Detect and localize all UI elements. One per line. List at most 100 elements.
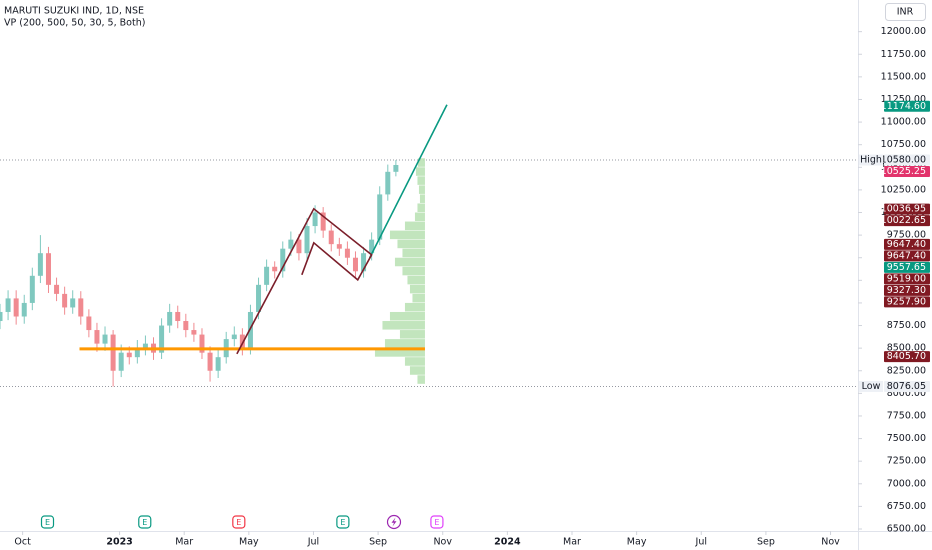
volume-profile-bar [404, 302, 425, 312]
price-label-box [884, 273, 930, 285]
event-label: E [434, 518, 439, 527]
volume-profile-bar [374, 348, 425, 357]
y-tick-label: 6750.00 [887, 501, 926, 512]
price-label-box [884, 215, 930, 227]
indicator-label: VP (200, 500, 50, 30, 5, Both) [4, 18, 145, 29]
volume-profile-bar [418, 185, 425, 194]
volume-profile-bar [407, 275, 425, 285]
candle-body [207, 352, 213, 371]
candle-body [304, 226, 310, 254]
candle-body [159, 325, 165, 353]
candle-body [191, 330, 197, 335]
candle-body [78, 298, 84, 317]
y-tick-label: 11250.00 [881, 94, 926, 105]
candle-body [45, 253, 51, 285]
candle-body [377, 194, 383, 240]
candle-body [29, 275, 35, 303]
candle-body [94, 330, 100, 344]
y-tick-label: 11500.00 [881, 71, 926, 82]
y-tick-label: 11000.00 [881, 117, 926, 128]
x-tick-label: Sep [757, 537, 775, 548]
price-label: 9327.30 [887, 285, 926, 296]
trend-drawing [236, 207, 373, 355]
event-badge [138, 515, 152, 529]
x-tick-label: Mar [563, 537, 581, 548]
volume-profile-bar [419, 194, 425, 203]
candle-body [231, 334, 237, 340]
event-badge [430, 515, 444, 529]
volume-profile-bar [389, 311, 425, 321]
trend-drawing [368, 104, 448, 259]
x-tick-label: Sep [369, 537, 387, 548]
volume-profile-bar [414, 212, 425, 222]
candle-body [118, 352, 124, 371]
candle-body [385, 171, 391, 195]
volume-profile-bar [402, 248, 425, 258]
volume-profile-bar [404, 357, 425, 366]
x-tick-label: 2023 [106, 537, 132, 548]
y-tick-label: 9750.00 [887, 230, 926, 241]
price-label-box [884, 203, 930, 215]
y-tick-label: 8750.00 [887, 320, 926, 331]
candle-body [256, 284, 262, 312]
y-tick-label: 8000.00 [887, 388, 926, 399]
candle-body [369, 239, 375, 254]
price-label: 10580.00 [881, 155, 926, 166]
x-tick-label: Jul [695, 537, 707, 548]
candle-body [126, 352, 132, 358]
price-label: 9519.00 [887, 273, 926, 284]
candle-body [5, 298, 11, 312]
y-tick-label: 10750.00 [881, 139, 926, 150]
y-tick-label: 7500.00 [887, 433, 926, 444]
y-tick-label: 10250.00 [881, 184, 926, 195]
currency-button[interactable] [885, 3, 926, 21]
price-label: 9557.65 [887, 262, 926, 273]
candle-body [110, 334, 116, 371]
price-tag-box [859, 380, 883, 392]
y-tick-label: 6500.00 [887, 524, 926, 535]
candle-body [199, 334, 205, 353]
candle-body [264, 266, 270, 285]
x-tick-label: May [627, 537, 647, 548]
x-tick-label: Nov [821, 537, 840, 548]
volume-profile-bar [389, 230, 425, 240]
y-tick-label: 12000.00 [881, 26, 926, 37]
candle-body [296, 239, 302, 254]
volume-profile-bar [415, 167, 425, 176]
volume-profile-bar [417, 158, 425, 167]
price-label: 11174.60 [881, 101, 926, 112]
price-label-box [884, 238, 930, 250]
price-label-box [884, 261, 930, 273]
volume-profile-bar [384, 339, 425, 348]
price-label-box [884, 351, 930, 363]
candle-body [183, 321, 189, 331]
price-label: 9257.90 [887, 296, 926, 307]
price-label: 8076.05 [887, 381, 926, 392]
candle-body [13, 298, 19, 317]
candle-body [142, 343, 148, 349]
candle-body [175, 311, 181, 322]
y-tick-label: 7750.00 [887, 410, 926, 421]
price-label: 10036.95 [881, 204, 926, 215]
candle-body [215, 357, 221, 371]
candle-body [272, 266, 278, 272]
y-tick-label: 8250.00 [887, 365, 926, 376]
y-tick-label: 7000.00 [887, 478, 926, 489]
candle-body [352, 257, 358, 272]
candle-body [37, 253, 43, 276]
candle-body [393, 165, 399, 172]
price-label: 9647.40 [887, 239, 926, 250]
event-icon-bolt [391, 517, 397, 527]
candle-body [62, 293, 68, 308]
candle-body [167, 311, 173, 326]
volume-profile-bar [409, 366, 425, 375]
event-label: E [236, 518, 241, 527]
price-label: 10022.65 [881, 215, 926, 226]
y-tick-label: 11750.00 [881, 49, 926, 60]
volume-profile-bar [417, 375, 425, 384]
currency-label[interactable]: INR [897, 7, 914, 18]
price-label: 9647.40 [887, 250, 926, 261]
x-tick-label: 2024 [494, 537, 521, 548]
